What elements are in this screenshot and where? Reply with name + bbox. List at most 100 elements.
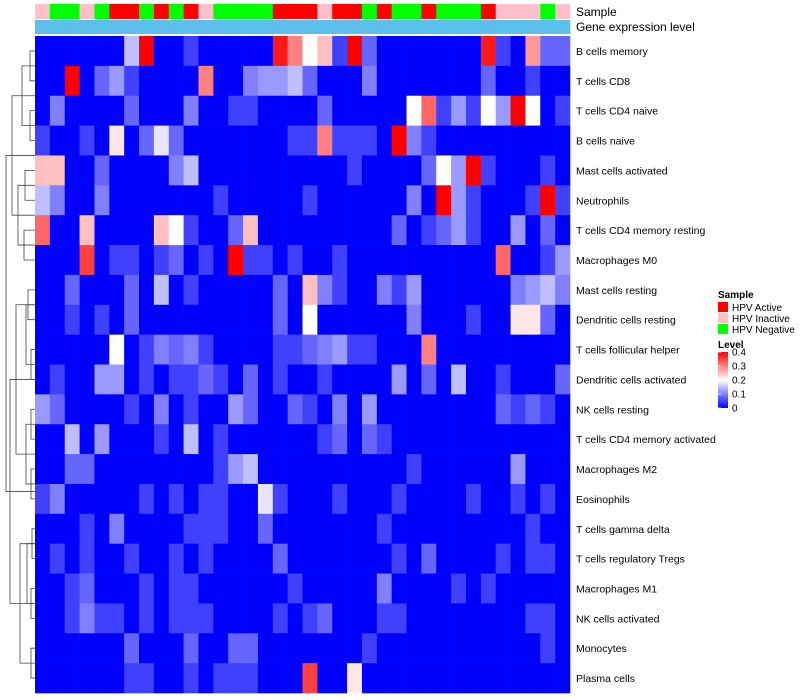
heatmap-cell [94,95,110,126]
sample-annotation-cell [332,4,348,19]
heatmap-cell [525,185,541,216]
heatmap-cell [555,603,571,634]
heatmap-cell [510,364,526,395]
heatmap-cell [198,245,214,276]
heatmap-cell [79,334,95,365]
heatmap-cell [243,95,259,126]
heatmap-cell [243,65,259,97]
heatmap-cell [391,424,407,455]
heatmap-cell [510,513,526,544]
heatmap-cell [272,424,288,455]
heatmap-cell [243,573,259,604]
heatmap-cell [525,633,541,664]
heatmap-cell [124,245,140,276]
heatmap-cell [198,364,214,395]
heatmap-cell [124,274,140,306]
heatmap-cell [139,215,155,246]
heatmap-cell [109,304,125,335]
heatmap-cell [228,185,244,216]
heatmap-cell [376,543,392,574]
gene-expression-annotation-cell [347,20,363,34]
row-label: Eosinophils [576,494,630,506]
heatmap-cell [525,125,541,156]
heatmap-cell [555,65,571,97]
heatmap-cell [257,424,274,455]
heatmap-cell [361,65,378,97]
heatmap-cell [317,215,333,246]
heatmap-cell [272,573,288,604]
level-tick-label: 0.2 [732,376,746,387]
heatmap-cell [525,454,541,485]
heatmap-cell [555,573,571,604]
heatmap-cell [436,424,452,455]
heatmap-cell [198,454,214,485]
heatmap-cell [391,215,407,246]
heatmap-cell [139,185,155,216]
heatmap-cell [317,185,333,216]
heatmap-cell [347,394,363,425]
heatmap-cell [436,394,452,425]
heatmap-cell [495,95,511,126]
heatmap-cell [213,633,229,664]
heatmap-cell [421,65,437,97]
heatmap-cell [109,274,125,306]
heatmap-cell [79,603,95,634]
heatmap-cell [465,304,482,335]
heatmap-cell [555,633,571,664]
heatmap-cell [347,245,363,276]
gene-expression-annotation-cell [510,20,526,34]
heatmap-cell [332,304,348,335]
heatmap-cell [436,274,452,306]
heatmap-cell [317,454,333,485]
heatmap-cell [124,603,140,634]
heatmap-cell [376,424,392,455]
heatmap-cell [94,304,110,335]
heatmap-cell [495,663,511,694]
row-label: Mast cells activated [576,165,668,177]
heatmap-cell [49,543,66,574]
heatmap-cell [49,95,66,126]
heatmap-cell [480,65,496,97]
heatmap-cell [317,95,333,126]
heatmap-cell [79,215,95,246]
heatmap-cell [183,573,199,604]
heatmap-cell [391,663,407,694]
heatmap-cell [361,364,378,395]
heatmap-cell [540,424,556,455]
heatmap-cell [287,274,303,306]
heatmap-cell [510,603,526,634]
heatmap-cell [35,573,51,604]
heatmap-cell [510,65,526,97]
heatmap-cell [183,483,199,515]
heatmap-cell [139,304,155,335]
row-label: B cells naive [576,136,635,148]
heatmap-cell [555,394,571,425]
heatmap-cell [540,274,556,306]
row-label: B cells memory [576,46,649,58]
legend-level-title: Level [718,340,744,351]
sample-annotation-cell [243,4,259,19]
heatmap-cell [198,394,214,425]
heatmap-cell [302,65,318,97]
heatmap-cell [406,663,422,694]
heatmap-cell [64,125,80,156]
heatmap-cell [391,364,407,395]
heatmap-cell [243,125,259,156]
heatmap-cell [228,125,244,156]
gene-expression-annotation-cell [109,20,125,34]
heatmap-cell [183,95,199,126]
heatmap-cell [406,65,422,97]
heatmap-cell [540,334,556,365]
heatmap-cell [228,483,244,515]
heatmap-cell [302,454,318,485]
heatmap-cell [540,454,556,485]
heatmap-cell [79,65,95,97]
heatmap-cell [302,603,318,634]
heatmap-cell [257,543,274,574]
heatmap-cell [465,513,482,544]
heatmap-cell [525,573,541,604]
heatmap-cell [272,663,288,694]
heatmap-cell [495,185,511,216]
heatmap-cell [243,543,259,574]
